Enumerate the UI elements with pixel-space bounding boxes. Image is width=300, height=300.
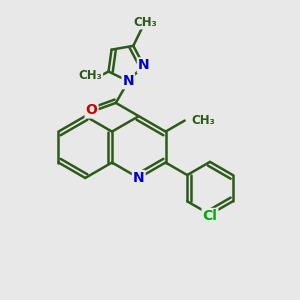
Text: CH₃: CH₃ (191, 114, 215, 127)
Text: CH₃: CH₃ (134, 16, 157, 28)
Text: N: N (122, 74, 134, 88)
Text: N: N (133, 171, 145, 185)
Text: O: O (85, 103, 98, 117)
Text: Cl: Cl (202, 209, 217, 223)
Text: CH₃: CH₃ (78, 69, 102, 82)
Text: N: N (138, 58, 149, 72)
